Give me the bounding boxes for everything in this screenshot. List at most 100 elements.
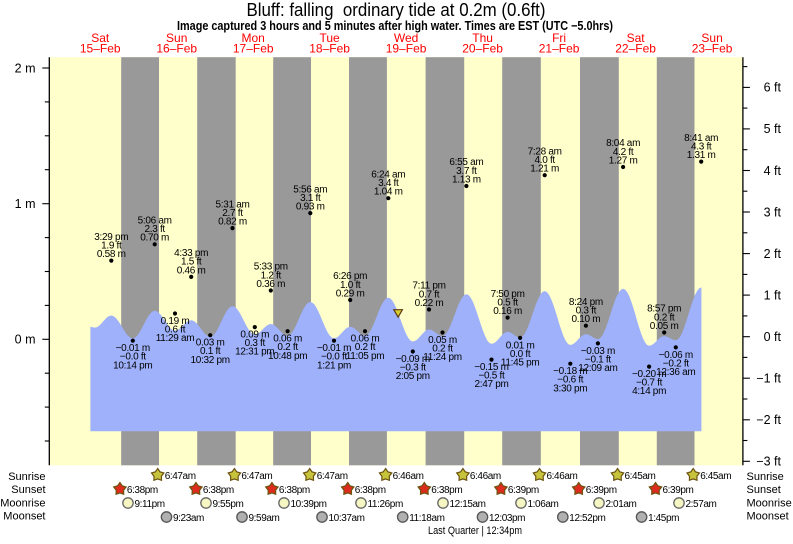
svg-text:−0.5 ft: −0.5 ft — [479, 371, 505, 382]
svg-text:−0.0 ft: −0.0 ft — [321, 352, 347, 363]
svg-text:6:47am: 6:47am — [317, 471, 348, 482]
svg-text:1.27 m: 1.27 m — [609, 155, 638, 166]
svg-text:12:36 am: 12:36 am — [656, 367, 695, 378]
svg-text:−0.20 m: −0.20 m — [632, 369, 666, 380]
svg-text:16–Feb: 16–Feb — [156, 42, 197, 56]
svg-text:0.3 ft: 0.3 ft — [245, 338, 266, 349]
svg-text:0.2 ft: 0.2 ft — [277, 342, 298, 353]
svg-text:0.29 m: 0.29 m — [336, 288, 365, 299]
svg-text:0.05 m: 0.05 m — [650, 321, 679, 332]
svg-text:9:11pm: 9:11pm — [135, 499, 165, 510]
svg-text:3.7 ft: 3.7 ft — [456, 166, 477, 177]
svg-text:0.7 ft: 0.7 ft — [419, 289, 440, 300]
svg-text:6:45am: 6:45am — [625, 471, 656, 482]
svg-text:0.06 m: 0.06 m — [273, 334, 302, 345]
svg-text:Moonset: Moonset — [747, 511, 789, 523]
svg-text:6:46am: 6:46am — [470, 471, 501, 482]
svg-text:Moonrise: Moonrise — [0, 497, 45, 509]
svg-text:18–Feb: 18–Feb — [309, 42, 350, 56]
svg-text:21–Feb: 21–Feb — [539, 42, 580, 56]
svg-text:5:31 am: 5:31 am — [215, 199, 249, 210]
svg-text:8:24 pm: 8:24 pm — [569, 297, 603, 308]
svg-text:Sunset: Sunset — [11, 484, 45, 496]
svg-text:1:06am: 1:06am — [528, 499, 559, 510]
svg-text:0.36 m: 0.36 m — [256, 279, 285, 290]
svg-text:2:57am: 2:57am — [686, 499, 717, 510]
svg-text:−0.2 ft: −0.2 ft — [663, 358, 689, 369]
svg-text:10:14 pm: 10:14 pm — [113, 360, 152, 371]
svg-text:2.7 ft: 2.7 ft — [222, 208, 243, 219]
svg-text:4 ft: 4 ft — [764, 164, 782, 178]
svg-text:−1 ft: −1 ft — [756, 372, 781, 386]
svg-text:1.04 m: 1.04 m — [374, 187, 403, 198]
svg-text:10:39pm: 10:39pm — [291, 499, 327, 510]
svg-text:−2 ft: −2 ft — [756, 413, 781, 427]
svg-text:0.06 m: 0.06 m — [351, 334, 380, 345]
svg-text:4:14 pm: 4:14 pm — [632, 386, 666, 397]
svg-text:0.3 ft: 0.3 ft — [576, 306, 597, 317]
svg-text:−0.18 m: −0.18 m — [553, 366, 587, 377]
svg-text:6:45am: 6:45am — [700, 471, 731, 482]
svg-text:−0.1 ft: −0.1 ft — [585, 354, 611, 365]
svg-text:6:39pm: 6:39pm — [508, 485, 539, 496]
svg-text:0.70 m: 0.70 m — [140, 233, 169, 244]
svg-text:1.2 ft: 1.2 ft — [261, 270, 282, 281]
svg-text:0.2 ft: 0.2 ft — [432, 344, 453, 355]
svg-text:2 m: 2 m — [15, 61, 36, 75]
svg-text:6:24 am: 6:24 am — [371, 169, 405, 180]
svg-text:5 ft: 5 ft — [764, 122, 782, 136]
svg-text:11:26pm: 11:26pm — [368, 499, 403, 510]
svg-text:Moonrise: Moonrise — [747, 497, 792, 509]
svg-text:−0.06 m: −0.06 m — [659, 350, 693, 361]
svg-text:Thu: Thu — [472, 31, 493, 45]
svg-text:12:09 am: 12:09 am — [578, 363, 617, 374]
svg-text:Tue: Tue — [319, 31, 340, 45]
svg-text:−0.3 ft: −0.3 ft — [400, 363, 426, 374]
svg-text:2:01am: 2:01am — [606, 499, 637, 510]
svg-text:0.05 m: 0.05 m — [428, 335, 457, 346]
svg-text:0.93 m: 0.93 m — [296, 202, 325, 213]
svg-text:3:30 pm: 3:30 pm — [553, 383, 587, 394]
svg-text:22–Feb: 22–Feb — [615, 42, 656, 56]
svg-text:0.01 m: 0.01 m — [506, 340, 535, 351]
svg-text:Sunrise: Sunrise — [747, 471, 784, 483]
svg-text:Wed: Wed — [394, 31, 418, 45]
svg-text:12:03pm: 12:03pm — [489, 513, 525, 524]
svg-text:3.4 ft: 3.4 ft — [378, 178, 399, 189]
svg-text:11:29 am: 11:29 am — [156, 333, 195, 344]
svg-text:12:31 pm: 12:31 pm — [235, 347, 274, 358]
svg-text:0 m: 0 m — [15, 333, 36, 347]
svg-text:Bluff: falling ordinary tide: Bluff: falling ordinary tide at 0.2m (0.… — [247, 0, 546, 20]
svg-text:−0.01 m: −0.01 m — [116, 343, 150, 354]
svg-text:4.3 ft: 4.3 ft — [691, 141, 712, 152]
svg-text:0.0 ft: 0.0 ft — [510, 349, 531, 360]
svg-text:23–Feb: 23–Feb — [692, 42, 733, 56]
svg-text:8:41 am: 8:41 am — [684, 133, 718, 144]
svg-text:1.0 ft: 1.0 ft — [340, 280, 361, 291]
svg-text:Sunrise: Sunrise — [8, 471, 45, 483]
svg-text:−0.03 m: −0.03 m — [581, 346, 615, 357]
svg-text:0.09 m: 0.09 m — [240, 330, 269, 341]
svg-text:−0.7 ft: −0.7 ft — [636, 378, 662, 389]
svg-text:10:48 pm: 10:48 pm — [268, 351, 307, 362]
svg-text:3:29 pm: 3:29 pm — [94, 232, 128, 243]
svg-text:19–Feb: 19–Feb — [386, 42, 427, 56]
svg-text:7:11 pm: 7:11 pm — [412, 281, 445, 292]
svg-text:3 ft: 3 ft — [764, 205, 782, 219]
svg-text:−0.09 m: −0.09 m — [396, 354, 430, 365]
svg-text:1.5 ft: 1.5 ft — [181, 257, 202, 268]
svg-text:1.9 ft: 1.9 ft — [101, 240, 122, 251]
svg-text:1.13 m: 1.13 m — [452, 174, 481, 185]
svg-text:4.2 ft: 4.2 ft — [613, 147, 634, 158]
svg-text:6:38pm: 6:38pm — [431, 485, 462, 496]
svg-text:8:57 pm: 8:57 pm — [647, 304, 681, 315]
svg-text:0 ft: 0 ft — [764, 330, 782, 344]
svg-text:6:46am: 6:46am — [547, 471, 578, 482]
svg-text:10:32 pm: 10:32 pm — [191, 355, 230, 366]
svg-text:0.46 m: 0.46 m — [177, 265, 206, 276]
svg-text:11:45 pm: 11:45 pm — [501, 358, 540, 369]
svg-text:Sun: Sun — [701, 31, 722, 45]
svg-text:3.1 ft: 3.1 ft — [300, 193, 321, 204]
svg-text:6:47am: 6:47am — [165, 471, 196, 482]
svg-text:Moonset: Moonset — [3, 511, 45, 523]
